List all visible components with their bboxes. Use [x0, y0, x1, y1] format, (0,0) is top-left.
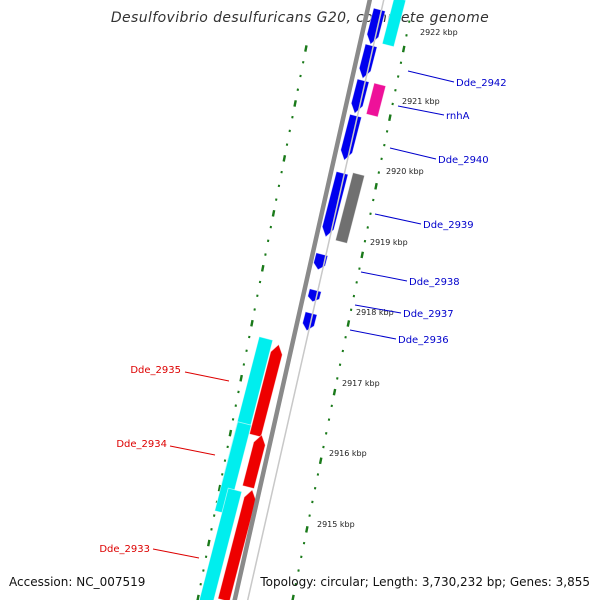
- gene-leader-line: [397, 105, 445, 116]
- pink-feature: [365, 82, 387, 118]
- kbp-label: 2919 kbp: [370, 238, 408, 247]
- gene-label: rnhA: [446, 111, 470, 122]
- kbp-label: 2916 kbp: [329, 449, 367, 458]
- gene-leader-line: [349, 329, 397, 340]
- gene-label: Dde_2934: [116, 439, 167, 450]
- gene-label: Dde_2938: [409, 277, 460, 288]
- kbp-label: 2921 kbp: [402, 97, 440, 106]
- tick-major: [318, 457, 323, 465]
- kbp-label: 2922 kbp: [420, 28, 458, 37]
- tick-major: [239, 374, 243, 382]
- tick-major: [282, 155, 287, 162]
- cyan-feature: [381, 0, 407, 48]
- tick-major: [217, 484, 222, 492]
- tick-major: [271, 209, 276, 217]
- tick-major: [293, 100, 297, 107]
- backbone-line: [232, 0, 373, 600]
- tick-major: [291, 594, 295, 600]
- gene-leader-line: [354, 304, 402, 314]
- tick-major: [332, 388, 337, 396]
- tick-major: [374, 182, 378, 190]
- gene-label: Dde_2940: [438, 155, 489, 166]
- tick-track-left: [196, 45, 308, 600]
- tick-major: [260, 264, 265, 272]
- forward-cds-feature: [307, 288, 322, 303]
- gene-label: Dde_2939: [423, 220, 474, 231]
- accession-text: Accession: NC_007519: [9, 575, 146, 589]
- tick-major: [360, 251, 365, 259]
- gene-label: Dde_2937: [403, 309, 454, 320]
- tick-major: [250, 319, 254, 327]
- kbp-label: 2915 kbp: [317, 520, 355, 529]
- gene-label: Dde_2942: [456, 78, 507, 89]
- tick-major: [304, 45, 308, 52]
- tick-major: [305, 526, 309, 533]
- gene-leader-line: [152, 548, 200, 559]
- gene-label: Dde_2933: [99, 544, 150, 555]
- gene-label: Dde_2936: [398, 335, 449, 346]
- backbone-line-inner: [246, 0, 385, 600]
- reverse-cds-feature: [241, 434, 266, 490]
- cyan-feature: [197, 487, 243, 600]
- gene-label-layer: Dde_2942 rnhA Dde_2940 Dde_2939 Dde_2938 Dde_…: [99, 70, 507, 559]
- gene-leader-line: [184, 371, 230, 382]
- tick-major: [206, 539, 211, 547]
- gene-leader-line: [407, 70, 455, 83]
- gene-leader-line: [389, 147, 437, 160]
- tick-major: [401, 45, 406, 53]
- kbp-label: 2918 kbp: [356, 308, 394, 317]
- gene-leader-line: [360, 271, 408, 282]
- gene-leader-line: [374, 213, 422, 225]
- tick-major: [388, 114, 392, 122]
- gene-leader-line: [169, 445, 216, 456]
- reverse-cds-feature: [248, 343, 283, 438]
- tick-major: [346, 320, 351, 327]
- tick-major: [196, 594, 200, 600]
- gene-label: Dde_2935: [130, 365, 181, 376]
- summary-text: Topology: circular; Length: 3,730,232 bp…: [260, 575, 590, 589]
- tick-major: [228, 429, 233, 437]
- reverse-cds-feature: [217, 489, 257, 600]
- kbp-scale: 2922 kbp 2921 kbp 2920 kbp 2919 kbp 2918 kbp…: [317, 28, 458, 529]
- kbp-label: 2920 kbp: [386, 167, 424, 176]
- backbone-track: [232, 0, 385, 600]
- forward-cds-feature: [302, 311, 318, 332]
- gray-feature: [334, 172, 366, 244]
- kbp-label: 2917 kbp: [342, 379, 380, 388]
- feature-track: [197, 0, 407, 600]
- tick-track-right: [291, 20, 411, 600]
